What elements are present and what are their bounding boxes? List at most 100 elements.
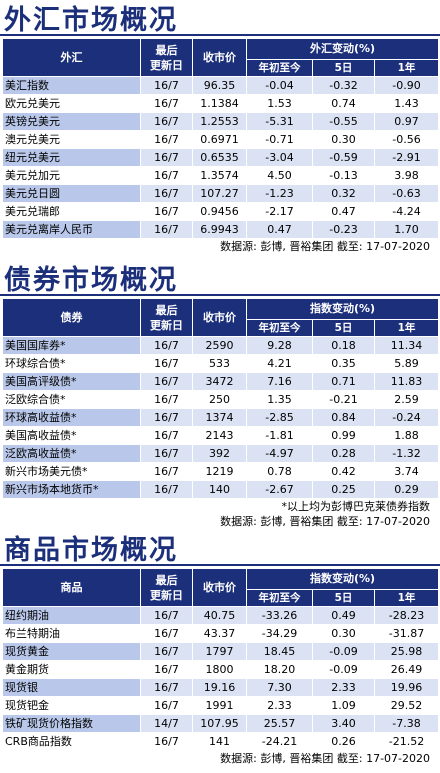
row-price: 1219	[192, 462, 247, 481]
row-name: 欧元兑美元	[2, 94, 141, 113]
row-1y: 19.96	[374, 678, 439, 697]
row-1y: 0.29	[374, 480, 439, 499]
row-date: 16/7	[140, 660, 193, 679]
bonds-header-change: 指数变动(%)	[246, 298, 439, 320]
row-date: 16/7	[140, 462, 193, 481]
row-5d: 2.33	[312, 678, 375, 697]
row-ytd: -24.21	[246, 732, 313, 751]
row-ytd: -2.17	[246, 202, 313, 221]
row-price: 1.3574	[192, 166, 247, 185]
table-row: 泛欧综合债* 16/7 250 1.35 -0.21 2.59	[2, 390, 439, 409]
row-5d: 0.25	[312, 480, 375, 499]
row-price: 40.75	[192, 606, 247, 625]
table-row: 环球综合债* 16/7 533 4.21 0.35 5.89	[2, 354, 439, 373]
row-1y: 11.34	[374, 336, 439, 355]
row-name: 现货钯金	[2, 696, 141, 715]
row-5d: -0.09	[312, 642, 375, 661]
row-date: 16/7	[140, 112, 193, 131]
row-1y: 3.74	[374, 462, 439, 481]
row-price: 96.35	[192, 76, 247, 95]
row-price: 3472	[192, 372, 247, 391]
row-date: 16/7	[140, 642, 193, 661]
row-name: 英镑兑美元	[2, 112, 141, 131]
row-ytd: 7.16	[246, 372, 313, 391]
row-price: 2590	[192, 336, 247, 355]
row-ytd: -3.04	[246, 148, 313, 167]
row-name: 美元兑日圆	[2, 184, 141, 203]
row-1y: 0.97	[374, 112, 439, 131]
row-date: 16/7	[140, 354, 193, 373]
commodities-header-change: 指数变动(%)	[246, 568, 439, 590]
fx-header-name: 外汇	[2, 38, 141, 77]
table-row: 美元兑加元 16/7 1.3574 4.50 -0.13 3.98	[2, 166, 439, 185]
table-row: 纽元兑美元 16/7 0.6535 -3.04 -0.59 -2.91	[2, 148, 439, 167]
row-1y: -0.56	[374, 130, 439, 149]
commodities-header-ytd: 年初至今	[246, 589, 313, 607]
fx-table-body: 美汇指数 16/7 96.35 -0.04 -0.32 -0.90 欧元兑美元 16/7 1.1…	[2, 76, 439, 239]
row-name: 环球综合债*	[2, 354, 141, 373]
table-row: 现货钯金 16/7 1991 2.33 1.09 29.52	[2, 696, 439, 715]
row-name: 铁矿现货价格指数	[2, 714, 141, 733]
row-price: 0.9456	[192, 202, 247, 221]
row-date: 16/7	[140, 336, 193, 355]
row-1y: 1.70	[374, 220, 439, 239]
bonds-source: 数据源: 彭博, 晋裕集团 截至: 17-07-2020	[220, 515, 430, 528]
commodities-header-price: 收市价	[192, 568, 247, 607]
row-1y: -21.52	[374, 732, 439, 751]
row-ytd: 7.30	[246, 678, 313, 697]
row-name: 美国高收益债*	[2, 426, 141, 445]
row-5d: 0.30	[312, 130, 375, 149]
row-ytd: -0.71	[246, 130, 313, 149]
row-5d: 0.32	[312, 184, 375, 203]
row-5d: 1.09	[312, 696, 375, 715]
table-row: 纽约期油 16/7 40.75 -33.26 0.49 -28.23	[2, 606, 439, 625]
commodities-header-5d: 5日	[312, 589, 375, 607]
table-row: CRB商品指数 16/7 141 -24.21 0.26 -21.52	[2, 732, 439, 751]
bonds-title-underline	[0, 294, 440, 296]
bonds-header-1y: 1年	[374, 319, 439, 337]
row-1y: 1.88	[374, 426, 439, 445]
row-name: 新兴市场美元债*	[2, 462, 141, 481]
row-date: 16/7	[140, 624, 193, 643]
row-date: 16/7	[140, 166, 193, 185]
table-row: 美元兑离岸人民币 16/7 6.9943 0.47 -0.23 1.70	[2, 220, 439, 239]
row-name: 纽元兑美元	[2, 148, 141, 167]
fx-source: 数据源: 彭博, 晋裕集团 截至: 17-07-2020	[220, 240, 430, 253]
row-ytd: -0.04	[246, 76, 313, 95]
row-date: 16/7	[140, 444, 193, 463]
row-5d: 0.28	[312, 444, 375, 463]
bonds-section: 债券市场概况 债券 最后 更新日 收市价 指数变动(%) 年初至今 5日 1年 …	[0, 264, 440, 529]
row-ytd: -4.97	[246, 444, 313, 463]
row-price: 2143	[192, 426, 247, 445]
row-ytd: 4.21	[246, 354, 313, 373]
row-ytd: 18.45	[246, 642, 313, 661]
commodities-header-1y: 1年	[374, 589, 439, 607]
commodities-header-name: 商品	[2, 568, 141, 607]
row-ytd: -2.67	[246, 480, 313, 499]
row-name: 美元兑加元	[2, 166, 141, 185]
table-row: 现货黄金 16/7 1797 18.45 -0.09 25.98	[2, 642, 439, 661]
table-row: 新兴市场美元债* 16/7 1219 0.78 0.42 3.74	[2, 462, 439, 481]
row-5d: 0.26	[312, 732, 375, 751]
fx-title-underline	[0, 34, 440, 36]
row-5d: 0.47	[312, 202, 375, 221]
table-row: 欧元兑美元 16/7 1.1384 1.53 0.74 1.43	[2, 94, 439, 113]
row-5d: 3.40	[312, 714, 375, 733]
table-row: 黄金期货 16/7 1800 18.20 -0.09 26.49	[2, 660, 439, 679]
row-name: 现货银	[2, 678, 141, 697]
row-1y: -0.63	[374, 184, 439, 203]
row-date: 16/7	[140, 94, 193, 113]
row-1y: -4.24	[374, 202, 439, 221]
bonds-header-date-text: 最后 更新日	[150, 303, 183, 332]
row-price: 6.9943	[192, 220, 247, 239]
table-row: 泛欧高收益债* 16/7 392 -4.97 0.28 -1.32	[2, 444, 439, 463]
row-date: 16/7	[140, 408, 193, 427]
row-5d: -0.13	[312, 166, 375, 185]
row-price: 43.37	[192, 624, 247, 643]
row-ytd: 25.57	[246, 714, 313, 733]
row-1y: -7.38	[374, 714, 439, 733]
fx-header-ytd: 年初至今	[246, 59, 313, 77]
row-date: 16/7	[140, 184, 193, 203]
bonds-header-name: 债券	[2, 298, 141, 337]
row-price: 140	[192, 480, 247, 499]
